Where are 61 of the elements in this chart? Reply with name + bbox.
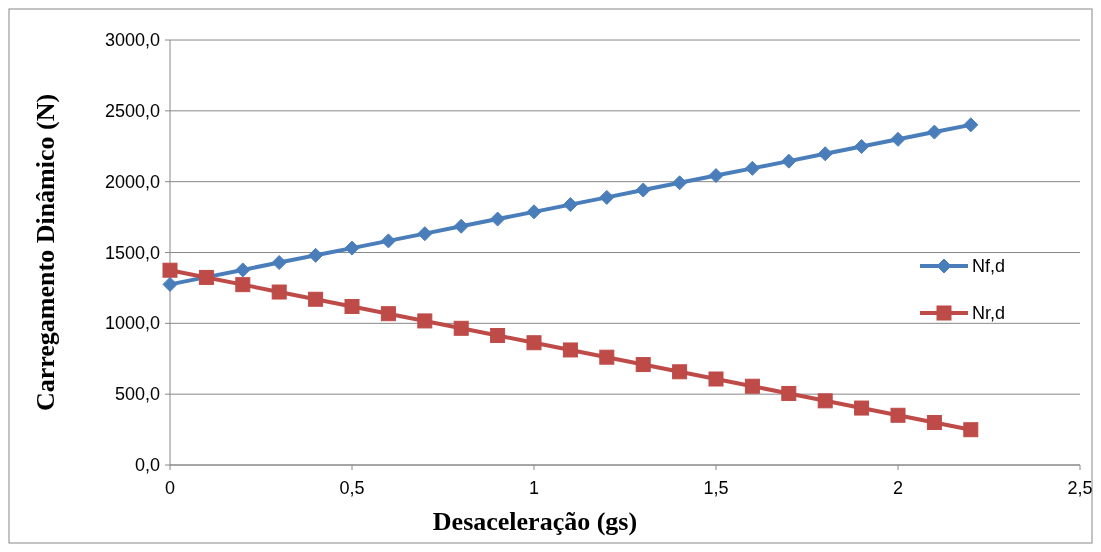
point: [562, 342, 578, 358]
point: [744, 160, 760, 176]
x-tick-label: 0,5: [339, 478, 365, 498]
legend-label: Nr,d: [972, 303, 1006, 323]
point: [490, 328, 506, 344]
point: [781, 153, 797, 169]
point: [781, 385, 797, 401]
x-tick-label: 0: [164, 478, 176, 498]
legend-label: Nf,d: [972, 256, 1006, 276]
point: [162, 276, 178, 292]
point: [380, 306, 396, 322]
point: [380, 233, 396, 249]
point: [890, 407, 906, 423]
point: [635, 357, 651, 373]
point: [235, 277, 251, 293]
point: [271, 284, 287, 300]
y-tick-label: 1500,0: [104, 242, 160, 263]
x-tick-label: 2: [892, 478, 904, 498]
point: [599, 349, 615, 365]
point: [672, 175, 688, 191]
point: [890, 131, 906, 147]
point: [453, 320, 469, 336]
point: [963, 117, 979, 133]
y-tick-label: 0,0: [134, 455, 160, 475]
point: [708, 168, 724, 184]
point: [744, 378, 760, 394]
point: [417, 226, 433, 242]
x-tick-label: 1: [528, 478, 540, 498]
y-tick-label: 3000,0: [104, 30, 160, 50]
point: [963, 422, 979, 438]
y-tick-label: 500,0: [114, 384, 160, 405]
point: [344, 298, 360, 314]
point: [817, 146, 833, 162]
point: [926, 124, 942, 140]
point: [562, 197, 578, 213]
point: [526, 335, 542, 351]
point: [854, 400, 870, 416]
y-tick-label: 2000,0: [104, 171, 160, 192]
point: [162, 262, 178, 278]
point: [271, 255, 287, 271]
point: [344, 240, 360, 256]
point: [817, 393, 833, 409]
x-axis-title: Desaceleração (gs): [432, 507, 638, 536]
point: [490, 211, 506, 227]
point: [926, 415, 942, 430]
y-tick-label: 2500,0: [104, 100, 160, 121]
y-axis-title: Carregamento Dinâmico (N): [31, 93, 60, 412]
point: [308, 247, 324, 263]
point: [672, 364, 688, 380]
point: [453, 218, 469, 234]
point: [599, 189, 615, 205]
point: [708, 371, 724, 387]
point: [308, 291, 324, 307]
point: [417, 313, 433, 329]
x-tick-label: 2,5: [1067, 478, 1093, 498]
y-tick-label: 1000,0: [104, 313, 160, 334]
point: [235, 262, 251, 278]
x-tick-label: 1,5: [703, 478, 729, 498]
point: [526, 204, 542, 220]
point: [635, 182, 651, 198]
point: [854, 139, 870, 155]
